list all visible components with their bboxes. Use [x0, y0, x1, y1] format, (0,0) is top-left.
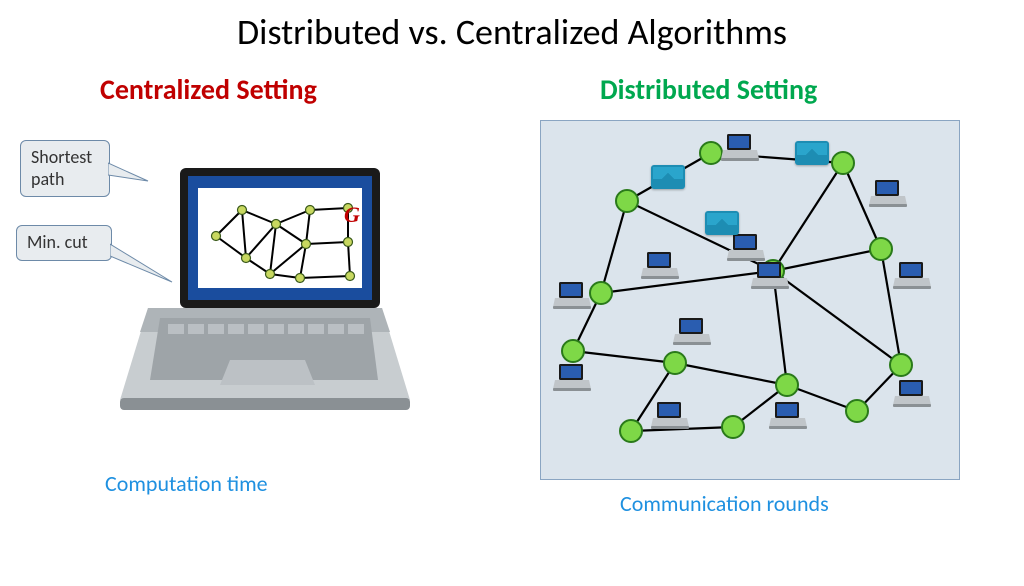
- screen-graph: [198, 188, 362, 288]
- network-node: [832, 152, 854, 174]
- laptop-icon: [751, 261, 789, 289]
- page-title: Distributed vs. Centralized Algorithms: [0, 10, 1024, 54]
- network-node: [846, 400, 868, 422]
- laptop: G: [120, 160, 410, 430]
- laptop-icon: [869, 179, 907, 207]
- laptop-icon: [651, 401, 689, 429]
- distributed-panel: [540, 120, 960, 480]
- laptop-icon: [721, 133, 759, 161]
- laptop-icon: [893, 261, 931, 289]
- network-node: [776, 374, 798, 396]
- envelope-icon: [651, 165, 685, 189]
- network-node: [890, 354, 912, 376]
- laptop-icon: [727, 233, 765, 261]
- laptop-icon: [893, 379, 931, 407]
- network-node: [590, 282, 612, 304]
- metric-right: Communication rounds: [620, 490, 829, 517]
- network-node: [870, 238, 892, 260]
- distributed-graph: [541, 121, 961, 481]
- network-node: [620, 420, 642, 442]
- distributed-heading: Distributed Setting: [600, 72, 817, 107]
- network-node: [722, 416, 744, 438]
- network-node: [562, 340, 584, 362]
- network-node: [700, 142, 722, 164]
- graph-label-g: G: [344, 202, 360, 228]
- metric-left: Computation time: [105, 470, 268, 497]
- centralized-heading: Centralized Setting: [100, 72, 317, 107]
- laptop-icon: [673, 317, 711, 345]
- laptop-icon: [769, 401, 807, 429]
- envelope-icon: [705, 211, 739, 235]
- laptop-icon: [641, 251, 679, 279]
- laptop-icon: [553, 363, 591, 391]
- callout-min-cut: Min. cut: [16, 225, 112, 261]
- network-node: [664, 352, 686, 374]
- envelope-icon: [795, 141, 829, 165]
- callout-shortest-path: Shortest path: [20, 140, 110, 197]
- network-node: [616, 190, 638, 212]
- laptop-icon: [553, 281, 591, 309]
